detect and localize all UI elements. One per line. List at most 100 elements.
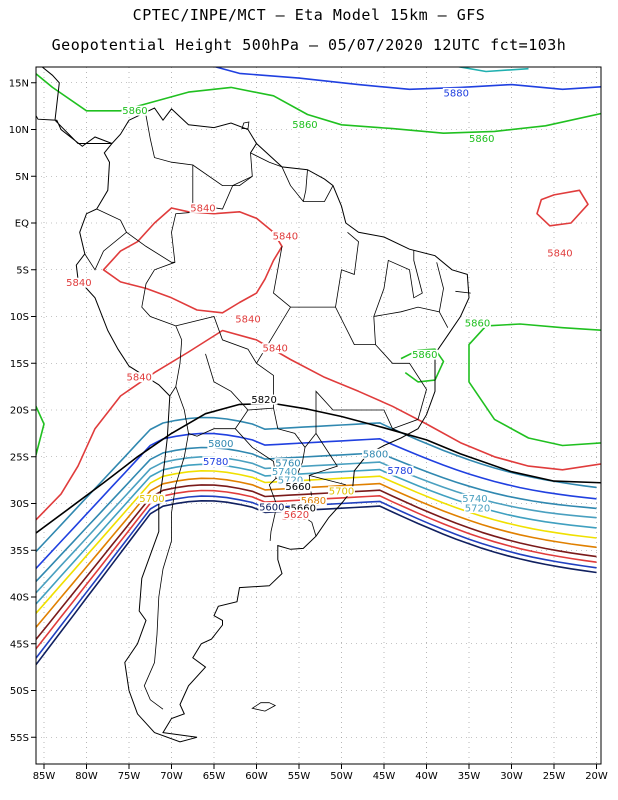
political-border: [269, 505, 278, 541]
contour-label-bg: [202, 456, 230, 467]
lat-tick-label: 40S: [10, 593, 29, 604]
political-border: [169, 325, 183, 397]
contour-label: 5720: [465, 504, 490, 515]
lat-tick-label: 50S: [10, 686, 29, 697]
contour-label: 5880: [444, 88, 469, 99]
political-border: [455, 290, 471, 294]
political-border: [84, 208, 127, 271]
contour-label: 5660: [291, 504, 316, 515]
contour-label: 5820: [251, 395, 276, 406]
contour-label-bg: [442, 87, 470, 98]
island-outline: [251, 702, 277, 712]
lon-tick-label: 45W: [373, 771, 396, 782]
contour-label-bg: [65, 277, 93, 288]
lat-tick-label: 45S: [10, 639, 29, 650]
political-border: [143, 433, 189, 710]
lon-tick-label: 85W: [33, 771, 56, 782]
contour-label: 5860: [412, 350, 437, 361]
contour-5660: [36, 484, 597, 641]
political-border: [249, 143, 283, 168]
political-border: [273, 246, 291, 308]
contour-label: 5840: [190, 203, 215, 214]
contour-5760: [36, 446, 597, 583]
contour-label-bg: [328, 486, 355, 497]
contour-label-bg: [207, 438, 235, 449]
axis-ticks: 85W 80W 75W 70W 65W 60W 55W 50W 45W 40W 35W 30W 25W 2…: [9, 78, 608, 782]
contour-5840-atlantic: [536, 189, 589, 227]
contour-label: 5840: [262, 344, 287, 355]
political-border: [392, 428, 410, 437]
contour-label-bg: [138, 493, 166, 504]
contour-5700: [36, 470, 597, 615]
contour-label: 5740: [462, 494, 487, 505]
contour-label-bg: [468, 133, 496, 144]
lon-tick-label: 50W: [330, 771, 353, 782]
contour-label: 5840: [126, 373, 151, 384]
contour-label-bg: [125, 372, 153, 383]
contour-label: 5700: [139, 494, 164, 505]
contour-label-bg: [291, 119, 319, 130]
contour-label-bg: [121, 105, 149, 116]
contour-label: 5840: [66, 278, 91, 289]
contour-5840-main: [36, 329, 601, 521]
contour-label: 5780: [387, 466, 412, 477]
title-line-1: CPTEC/INPE/MCT – Eta Model 15km – GFS: [132, 6, 486, 24]
contour-5880: [213, 67, 601, 91]
lat-tick-label: 30S: [10, 499, 29, 510]
contour-5900: [455, 67, 529, 73]
contour-label-bg: [250, 394, 278, 405]
island-outline: [150, 38, 184, 53]
political-border: [256, 306, 449, 364]
lon-tick-label: 75W: [118, 771, 141, 782]
island-outline: [241, 121, 250, 129]
contour-label: 5740: [272, 467, 297, 478]
political-border: [436, 262, 444, 312]
lat-tick-label: 35S: [10, 546, 29, 557]
contour-label-bg: [386, 465, 414, 476]
contour-5780: [36, 432, 597, 570]
island-outline: [195, 50, 209, 55]
lat-tick-label: 25S: [10, 452, 29, 463]
lon-tick-label: 70W: [160, 771, 183, 782]
contour-label: 5860: [465, 318, 490, 329]
contour-label: 5800: [363, 449, 388, 460]
lon-tick-label: 25W: [543, 771, 566, 782]
contour-label: 5700: [329, 487, 354, 498]
political-border: [309, 475, 346, 486]
lat-tick-label: 15S: [10, 359, 29, 370]
contour-label-bg: [189, 202, 217, 213]
contour-label: 5660: [285, 482, 310, 493]
lat-tick-label: 20S: [10, 406, 29, 417]
lon-tick-label: 55W: [288, 771, 311, 782]
lon-tick-label: 30W: [500, 771, 523, 782]
title-line-2: Geopotential Height 500hPa – 05/07/2020 …: [51, 36, 567, 54]
lon-tick-label: 40W: [415, 771, 438, 782]
lon-tick-label: 35W: [458, 771, 481, 782]
contour-label-bg: [284, 481, 312, 492]
contour-label: 5620: [284, 510, 309, 521]
contour-label: 5760: [275, 459, 300, 470]
contour-label-bg: [300, 495, 327, 506]
graticule: [36, 67, 601, 764]
lat-tick-label: 5N: [15, 172, 29, 183]
contour-label-bg: [277, 474, 304, 485]
political-border: [302, 169, 308, 202]
lat-tick-label: 55S: [10, 733, 29, 744]
contour-label-bg: [464, 503, 491, 514]
contour-label: 5840: [547, 248, 572, 259]
island-outline: [104, 50, 119, 58]
contour-label: 5840: [273, 231, 298, 242]
contour-label-bg: [272, 230, 299, 241]
political-border: [335, 231, 359, 308]
lon-tick-label: 60W: [245, 771, 268, 782]
contour-label: 5680: [301, 496, 326, 507]
contour-5860-north: [36, 72, 601, 134]
political-border: [126, 231, 175, 263]
lat-tick-label: EQ: [15, 219, 29, 230]
lon-tick-label: 20W: [585, 771, 608, 782]
contour-label-bg: [411, 349, 439, 360]
map-frame-bg: [36, 67, 601, 764]
contour-label: 5780: [203, 457, 228, 468]
contour-label-bg: [274, 458, 302, 469]
